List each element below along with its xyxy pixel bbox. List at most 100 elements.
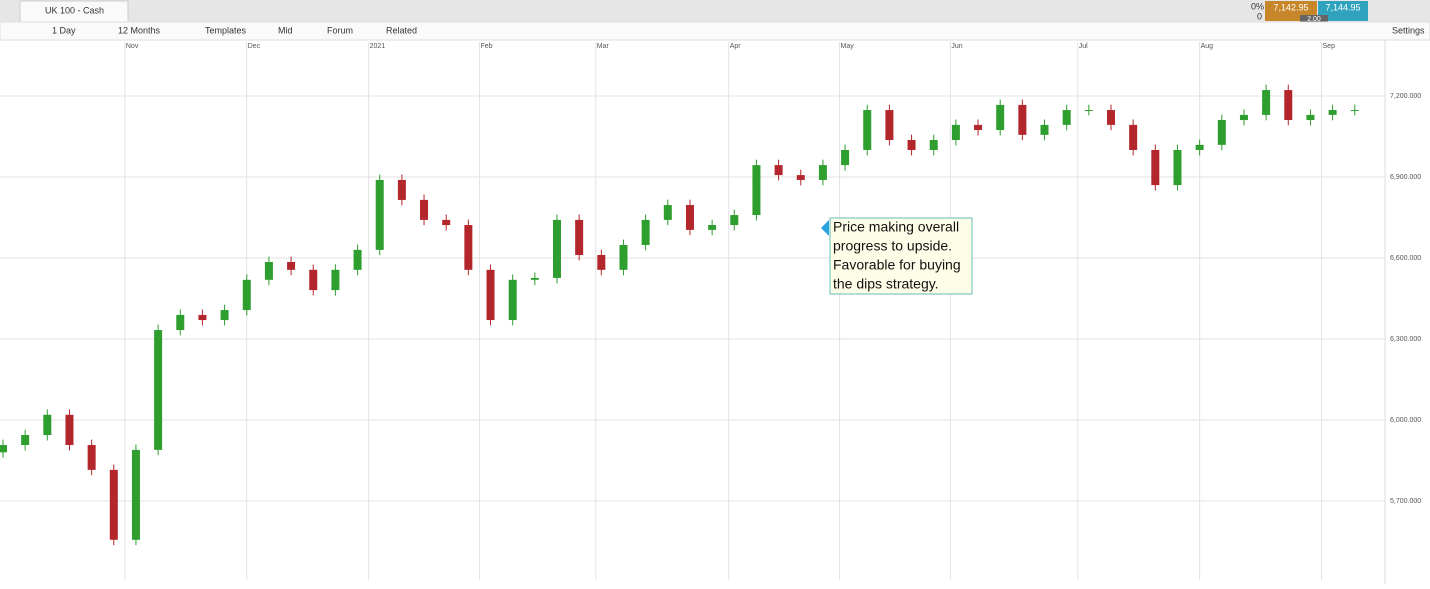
candle-body — [109, 469, 118, 540]
toolbar-button[interactable]: Related — [386, 25, 417, 35]
candle-body — [1062, 110, 1071, 125]
candle-body — [353, 249, 362, 270]
annotation: Price making overall progress to upside. F… — [833, 219, 961, 292]
candle-body — [1262, 90, 1271, 115]
annotation-line: progress to upside. — [833, 238, 952, 254]
candle-body — [996, 104, 1005, 131]
candle-body — [575, 219, 584, 255]
annotation-line: Price making overall — [833, 219, 959, 235]
buy-button[interactable] — [1318, 1, 1368, 21]
candle-body — [65, 414, 74, 446]
toolbar-button[interactable]: 1 Day — [52, 25, 76, 35]
candle-body — [641, 219, 650, 246]
candle-body — [1328, 110, 1337, 115]
candle-body — [818, 165, 827, 180]
x-tick-label: Feb — [480, 43, 492, 50]
candle-body — [264, 262, 273, 280]
spread-box — [1300, 15, 1328, 23]
candle-body — [1284, 90, 1293, 121]
candle-body — [1306, 114, 1315, 121]
annotation-pointer — [821, 220, 829, 236]
x-tick-label: Dec — [248, 43, 261, 50]
candle-body — [907, 140, 916, 150]
x-tick-label: Apr — [730, 43, 742, 50]
candle-body — [1107, 110, 1115, 125]
spread: 2.00 — [1307, 16, 1321, 23]
candle-body — [87, 445, 96, 470]
x-tick-label: Mar — [597, 43, 610, 50]
y-tick-label: 7,200.000 — [1390, 93, 1421, 100]
toolbar-button[interactable]: 12 Months — [118, 25, 161, 35]
y-tick-label: 6,600.000 — [1390, 255, 1421, 262]
candle-body — [553, 219, 561, 278]
candle-body — [420, 199, 429, 220]
tab-bar — [0, 0, 1430, 22]
candle-body — [1040, 124, 1049, 135]
y-tick-label: 6,300.000 — [1390, 336, 1421, 343]
candle-body — [841, 149, 850, 166]
change-pct: 0% — [1251, 1, 1264, 11]
candle-body — [309, 269, 318, 291]
candle-body — [1129, 124, 1138, 150]
candle-body — [796, 175, 805, 180]
settings[interactable]: Settings — [1392, 25, 1425, 35]
candle-body — [220, 310, 229, 321]
chart: 5,700.000 6,000.000 6,300.000 6,600.000 6,90… — [0, 42, 1421, 580]
candle-body — [21, 435, 30, 446]
candle-body — [597, 254, 606, 270]
x-tick-label: May — [841, 43, 855, 50]
candle-body — [442, 219, 451, 226]
candle-body — [619, 245, 628, 270]
y-tick-label: 6,900.000 — [1390, 174, 1421, 181]
candle-body — [1195, 144, 1204, 150]
tab-title: UK 100 - Cash — [45, 5, 104, 15]
candle-body — [708, 225, 717, 230]
candle-body — [397, 179, 406, 200]
candle-body — [1084, 110, 1093, 112]
candle-body — [331, 269, 340, 291]
candle-body — [242, 279, 251, 311]
candle-body — [1018, 104, 1027, 135]
candle-body — [131, 449, 140, 540]
x-tick-label: Jul — [1079, 43, 1088, 50]
candle-body — [951, 124, 960, 140]
candle-body — [929, 140, 938, 150]
change: 0 — [1257, 11, 1262, 21]
candle-body — [198, 314, 207, 321]
x-tick-label: Jun — [951, 43, 962, 50]
candle-body — [154, 330, 163, 450]
candle-body — [752, 165, 761, 216]
sell-price: 7,142.95 — [1273, 2, 1308, 12]
candle-body — [1173, 149, 1182, 186]
y-tick-label: 6,000.000 — [1390, 417, 1421, 424]
candle-body — [863, 110, 872, 150]
toolbar-button[interactable]: Templates — [205, 25, 247, 35]
candle-body — [508, 279, 517, 321]
x-tick-label: Sep — [1323, 43, 1336, 50]
candle-body — [1239, 114, 1248, 121]
x-tick-label: Nov — [126, 43, 139, 50]
candle-body — [663, 205, 672, 220]
candle-body — [486, 269, 495, 321]
candle-body — [530, 277, 539, 280]
candle-body — [885, 110, 894, 140]
candle-body — [974, 124, 983, 131]
candle-body — [730, 215, 739, 226]
y-tick-label: 5,700.000 — [1390, 498, 1421, 505]
toolbar — [0, 21, 1430, 41]
buy-price: 7,144.95 — [1325, 2, 1360, 12]
toolbar-button[interactable]: Mid — [278, 25, 293, 35]
candle-body — [287, 262, 296, 270]
candle-body — [774, 165, 783, 176]
toolbar-items: 1 Day 12 Months Templates Mid Forum Related — [52, 25, 417, 35]
candle-body — [43, 414, 52, 436]
toolbar-button[interactable]: Forum — [327, 25, 353, 35]
candle-body — [464, 225, 473, 270]
x-tick-label: Aug — [1201, 43, 1214, 50]
x-tick-label: 2021 — [370, 43, 386, 50]
annotation-box — [829, 217, 973, 295]
candle-body — [0, 445, 7, 453]
candle-body — [685, 205, 694, 230]
candle-body — [375, 179, 384, 250]
